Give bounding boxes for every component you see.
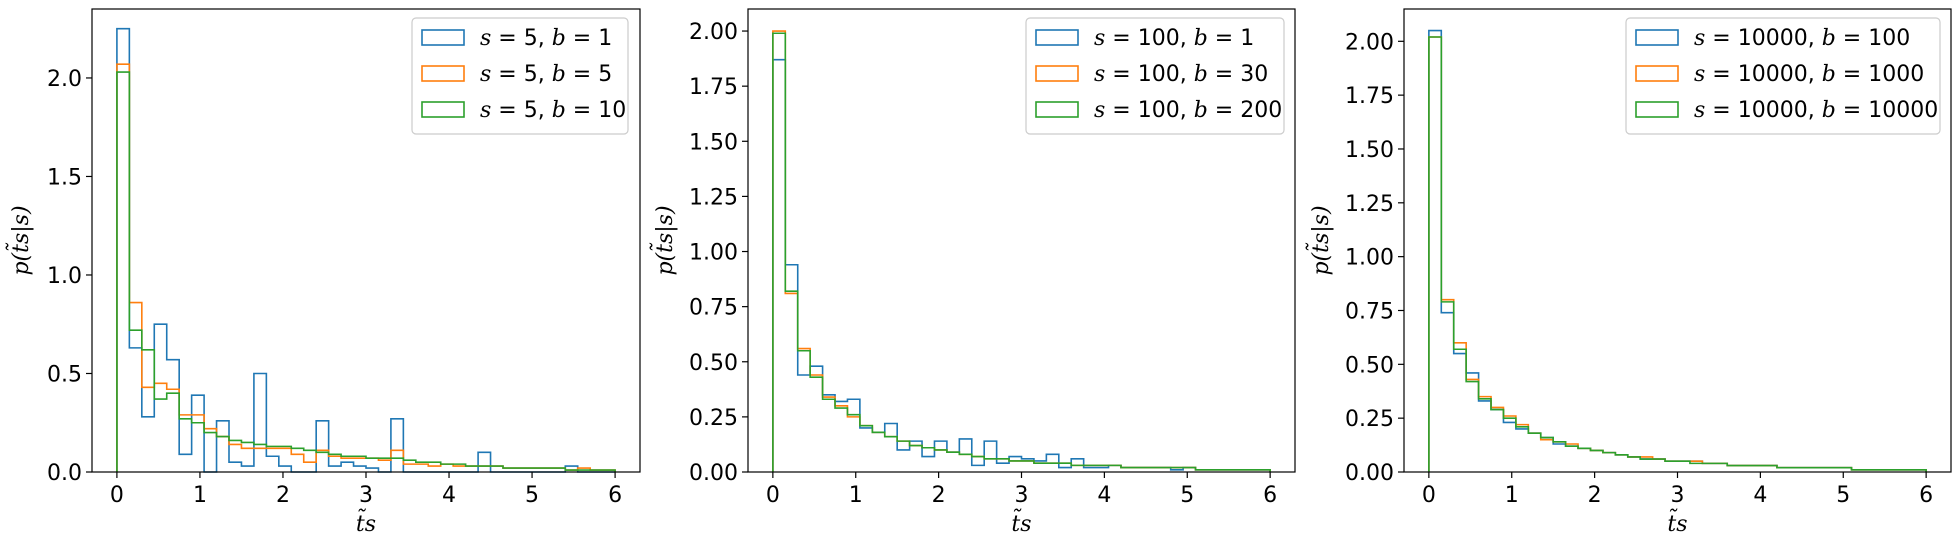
y-tick-label: 2.00 bbox=[689, 20, 738, 45]
y-tick-label: 0.5 bbox=[47, 362, 82, 387]
x-tick-label: 3 bbox=[1671, 483, 1685, 508]
legend-swatch bbox=[1035, 101, 1079, 118]
y-tick-label: 1.25 bbox=[1345, 192, 1394, 217]
legend-swatch bbox=[1635, 65, 1679, 82]
legend: s = 10000, b = 100 s = 10000, b = 1000 s =… bbox=[1625, 17, 1941, 135]
y-tick-label: 0.25 bbox=[689, 406, 738, 431]
histogram-panel-3: 0 1 2 3 4 5 6 0.00 0.25 0.50 0.75 1.00 1.25 1.50 1.75 2… bbox=[1304, 8, 1952, 537]
x-tick-label: 5 bbox=[1836, 483, 1850, 508]
x-tick-label: 4 bbox=[1097, 483, 1111, 508]
legend-swatch bbox=[421, 101, 465, 118]
legend-entry-3: s = 10000, b = 10000 bbox=[1694, 98, 1938, 123]
legend-swatch bbox=[1035, 29, 1079, 46]
y-tick-label: 1.5 bbox=[47, 165, 82, 190]
y-tick-label: 0.00 bbox=[689, 461, 738, 486]
y-tick-label: 1.75 bbox=[689, 75, 738, 100]
legend-entry-1: s = 10000, b = 100 bbox=[1694, 26, 1910, 51]
legend-swatch bbox=[421, 65, 465, 82]
x-tick-label: 1 bbox=[849, 483, 863, 508]
y-tick-label: 1.50 bbox=[689, 130, 738, 155]
x-tick-label: 4 bbox=[1753, 483, 1767, 508]
y-tick-label: 0.75 bbox=[1345, 299, 1394, 324]
y-tick-label: 1.00 bbox=[1345, 246, 1394, 271]
y-tick-label: 0.50 bbox=[689, 351, 738, 376]
legend-entry-3: s = 100, b = 200 bbox=[1094, 98, 1282, 123]
x-tick-label: 1 bbox=[1505, 483, 1519, 508]
x-tick-label: 2 bbox=[932, 483, 946, 508]
y-tick-label: 2.00 bbox=[1345, 30, 1394, 55]
legend-swatch bbox=[421, 29, 465, 46]
x-tick-label: 4 bbox=[442, 483, 456, 508]
y-tick-label: 1.00 bbox=[689, 241, 738, 266]
x-tick-label: 3 bbox=[1015, 483, 1029, 508]
y-tick-label: 0.25 bbox=[1345, 407, 1394, 432]
y-tick-label: 0.00 bbox=[1345, 461, 1394, 486]
x-tick-label: 2 bbox=[276, 483, 290, 508]
legend-entry-1: s = 100, b = 1 bbox=[1094, 26, 1254, 51]
histogram-panel-2: 0 1 2 3 4 5 6 0.00 0.25 0.50 0.75 1.00 1.25 1.50 1.75 2… bbox=[648, 8, 1296, 537]
x-tick-label: 5 bbox=[1180, 483, 1194, 508]
x-axis-label: t̃s bbox=[356, 507, 376, 537]
legend-entry-2: s = 100, b = 30 bbox=[1094, 62, 1268, 87]
histogram-panel-1: 0 1 2 3 4 5 6 0.0 0.5 1.0 1.5 2.0 t̃s p(t̃s|s) s = 5, … bbox=[4, 8, 641, 537]
x-tick-label: 0 bbox=[1422, 483, 1436, 508]
legend: s = 5, b = 1 s = 5, b = 5 s = 5, b = 10 bbox=[411, 17, 629, 135]
x-tick-label: 6 bbox=[608, 483, 622, 508]
y-tick-label: 0.50 bbox=[1345, 353, 1394, 378]
histogram-series-3 bbox=[1428, 36, 1927, 472]
y-tick-label: 2.0 bbox=[47, 67, 82, 92]
y-tick-label: 1.0 bbox=[47, 264, 82, 289]
x-tick-label: 6 bbox=[1919, 483, 1933, 508]
x-tick-label: 2 bbox=[1588, 483, 1602, 508]
y-axis-label: p(t̃s|s) bbox=[648, 205, 678, 275]
x-tick-label: 0 bbox=[110, 483, 124, 508]
histogram-series-3 bbox=[772, 32, 1271, 472]
legend: s = 100, b = 1 s = 100, b = 30 s = 100, b … bbox=[1025, 17, 1285, 135]
x-tick-label: 6 bbox=[1263, 483, 1277, 508]
y-tick-label: 1.25 bbox=[689, 185, 738, 210]
y-tick-label: 0.75 bbox=[689, 296, 738, 321]
legend-entry-1: s = 5, b = 1 bbox=[480, 26, 612, 51]
y-axis-label: p(t̃s|s) bbox=[4, 205, 34, 275]
x-tick-label: 0 bbox=[766, 483, 780, 508]
y-tick-label: 1.50 bbox=[1345, 138, 1394, 163]
legend-box bbox=[1025, 17, 1285, 135]
legend-swatch bbox=[1635, 101, 1679, 118]
y-tick-label: 0.0 bbox=[47, 461, 82, 486]
histogram-series-3 bbox=[116, 71, 616, 472]
legend-box bbox=[411, 17, 629, 135]
y-tick-label: 1.75 bbox=[1345, 84, 1394, 109]
legend-entry-2: s = 5, b = 5 bbox=[480, 62, 612, 87]
legend-swatch bbox=[1035, 65, 1079, 82]
legend-box bbox=[1625, 17, 1941, 135]
legend-entry-3: s = 5, b = 10 bbox=[480, 98, 626, 123]
x-axis-label: t̃s bbox=[1011, 507, 1031, 537]
legend-entry-2: s = 10000, b = 1000 bbox=[1694, 62, 1924, 87]
x-tick-label: 5 bbox=[525, 483, 539, 508]
x-tick-label: 1 bbox=[193, 483, 207, 508]
y-axis-label: p(t̃s|s) bbox=[1304, 205, 1334, 275]
x-tick-label: 3 bbox=[359, 483, 373, 508]
legend-swatch bbox=[1635, 29, 1679, 46]
x-axis-label: t̃s bbox=[1667, 507, 1687, 537]
